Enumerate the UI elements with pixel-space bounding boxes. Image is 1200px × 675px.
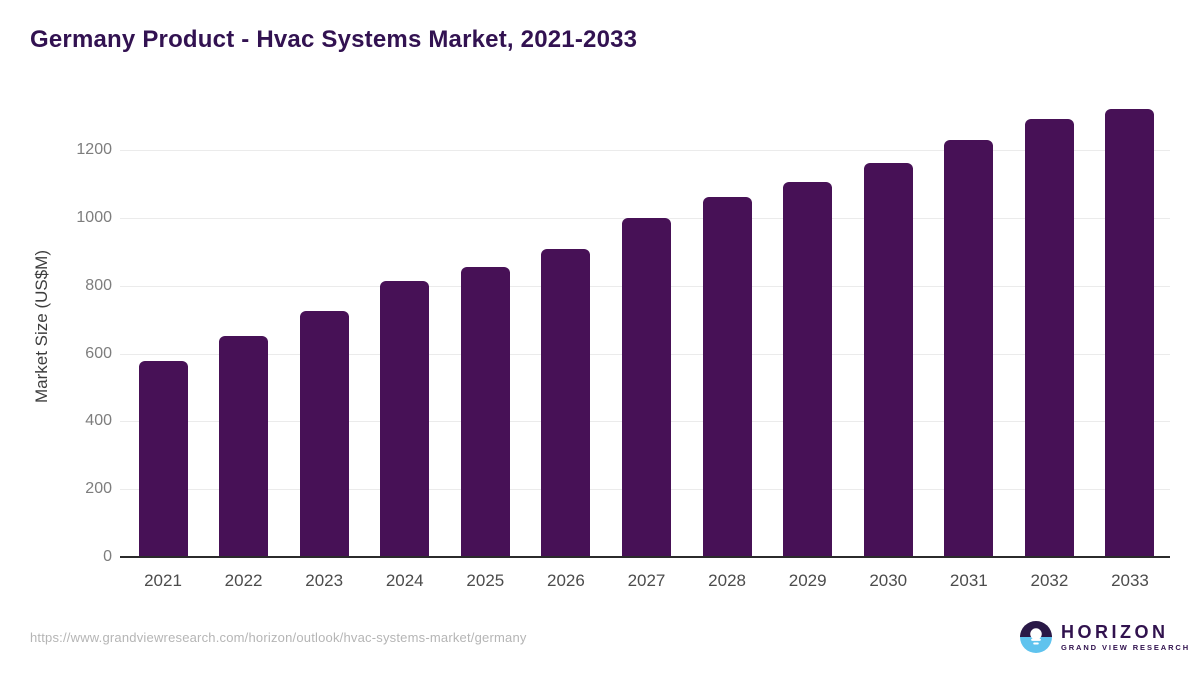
logo-text: HORIZON GRAND VIEW RESEARCH <box>1061 623 1190 652</box>
bar-2026[interactable] <box>541 248 591 556</box>
x-tick-label-2023: 2023 <box>305 571 344 590</box>
plot-area <box>120 95 1170 558</box>
x-tick-label-2031: 2031 <box>949 571 988 590</box>
bar-2031[interactable] <box>944 139 994 556</box>
bar-2029[interactable] <box>783 182 833 556</box>
y-tick-label-1200: 1200 <box>76 141 112 159</box>
bar-2024[interactable] <box>380 280 430 556</box>
bar-2023[interactable] <box>299 311 349 556</box>
y-tick-label-0: 0 <box>103 548 112 565</box>
y-axis-ticks: 0 200 400 600 800 1000 1200 <box>0 95 112 565</box>
bar-2032[interactable] <box>1024 119 1074 556</box>
x-tick-label-2026: 2026 <box>546 571 585 590</box>
y-tick-label-600: 600 <box>85 344 112 362</box>
x-tick-label-2033: 2033 <box>1111 571 1149 590</box>
x-tick-label-2028: 2028 <box>708 571 746 590</box>
bar-2027[interactable] <box>621 218 671 556</box>
x-tick-label-2027: 2027 <box>627 571 666 590</box>
bar-2021[interactable] <box>138 360 188 556</box>
source-url: https://www.grandviewresearch.com/horizo… <box>30 630 527 645</box>
x-tick-label-2030: 2030 <box>869 571 908 590</box>
horizon-logo-icon <box>1020 621 1052 653</box>
horizon-logo: HORIZON GRAND VIEW RESEARCH <box>1020 621 1190 653</box>
bar-2028[interactable] <box>702 196 752 556</box>
y-tick-label-200: 200 <box>85 480 112 498</box>
x-tick-label-2025: 2025 <box>466 571 505 590</box>
logo-subtitle: GRAND VIEW RESEARCH <box>1061 642 1191 652</box>
x-tick-label-2024: 2024 <box>385 571 424 590</box>
logo-wordmark: HORIZON <box>1061 621 1169 642</box>
x-tick-label-2022: 2022 <box>224 571 263 590</box>
y-tick-label-800: 800 <box>85 276 112 294</box>
bar-2025[interactable] <box>460 266 510 556</box>
x-tick-label-2021: 2021 <box>144 571 182 590</box>
gridline-1200 <box>120 150 1170 152</box>
chart-title: Germany Product - Hvac Systems Market, 2… <box>30 26 638 53</box>
bar-2033[interactable] <box>1105 109 1155 556</box>
bar-2030[interactable] <box>863 162 913 556</box>
bar-2022[interactable] <box>219 336 269 556</box>
y-tick-label-400: 400 <box>85 412 112 430</box>
x-tick-label-2032: 2032 <box>1030 571 1069 590</box>
y-tick-label-1000: 1000 <box>76 209 112 227</box>
x-tick-label-2029: 2029 <box>788 571 827 590</box>
x-axis-labels: 2021 2022 2023 2024 2025 2026 2027 2028 2029 2030… <box>120 571 1170 595</box>
